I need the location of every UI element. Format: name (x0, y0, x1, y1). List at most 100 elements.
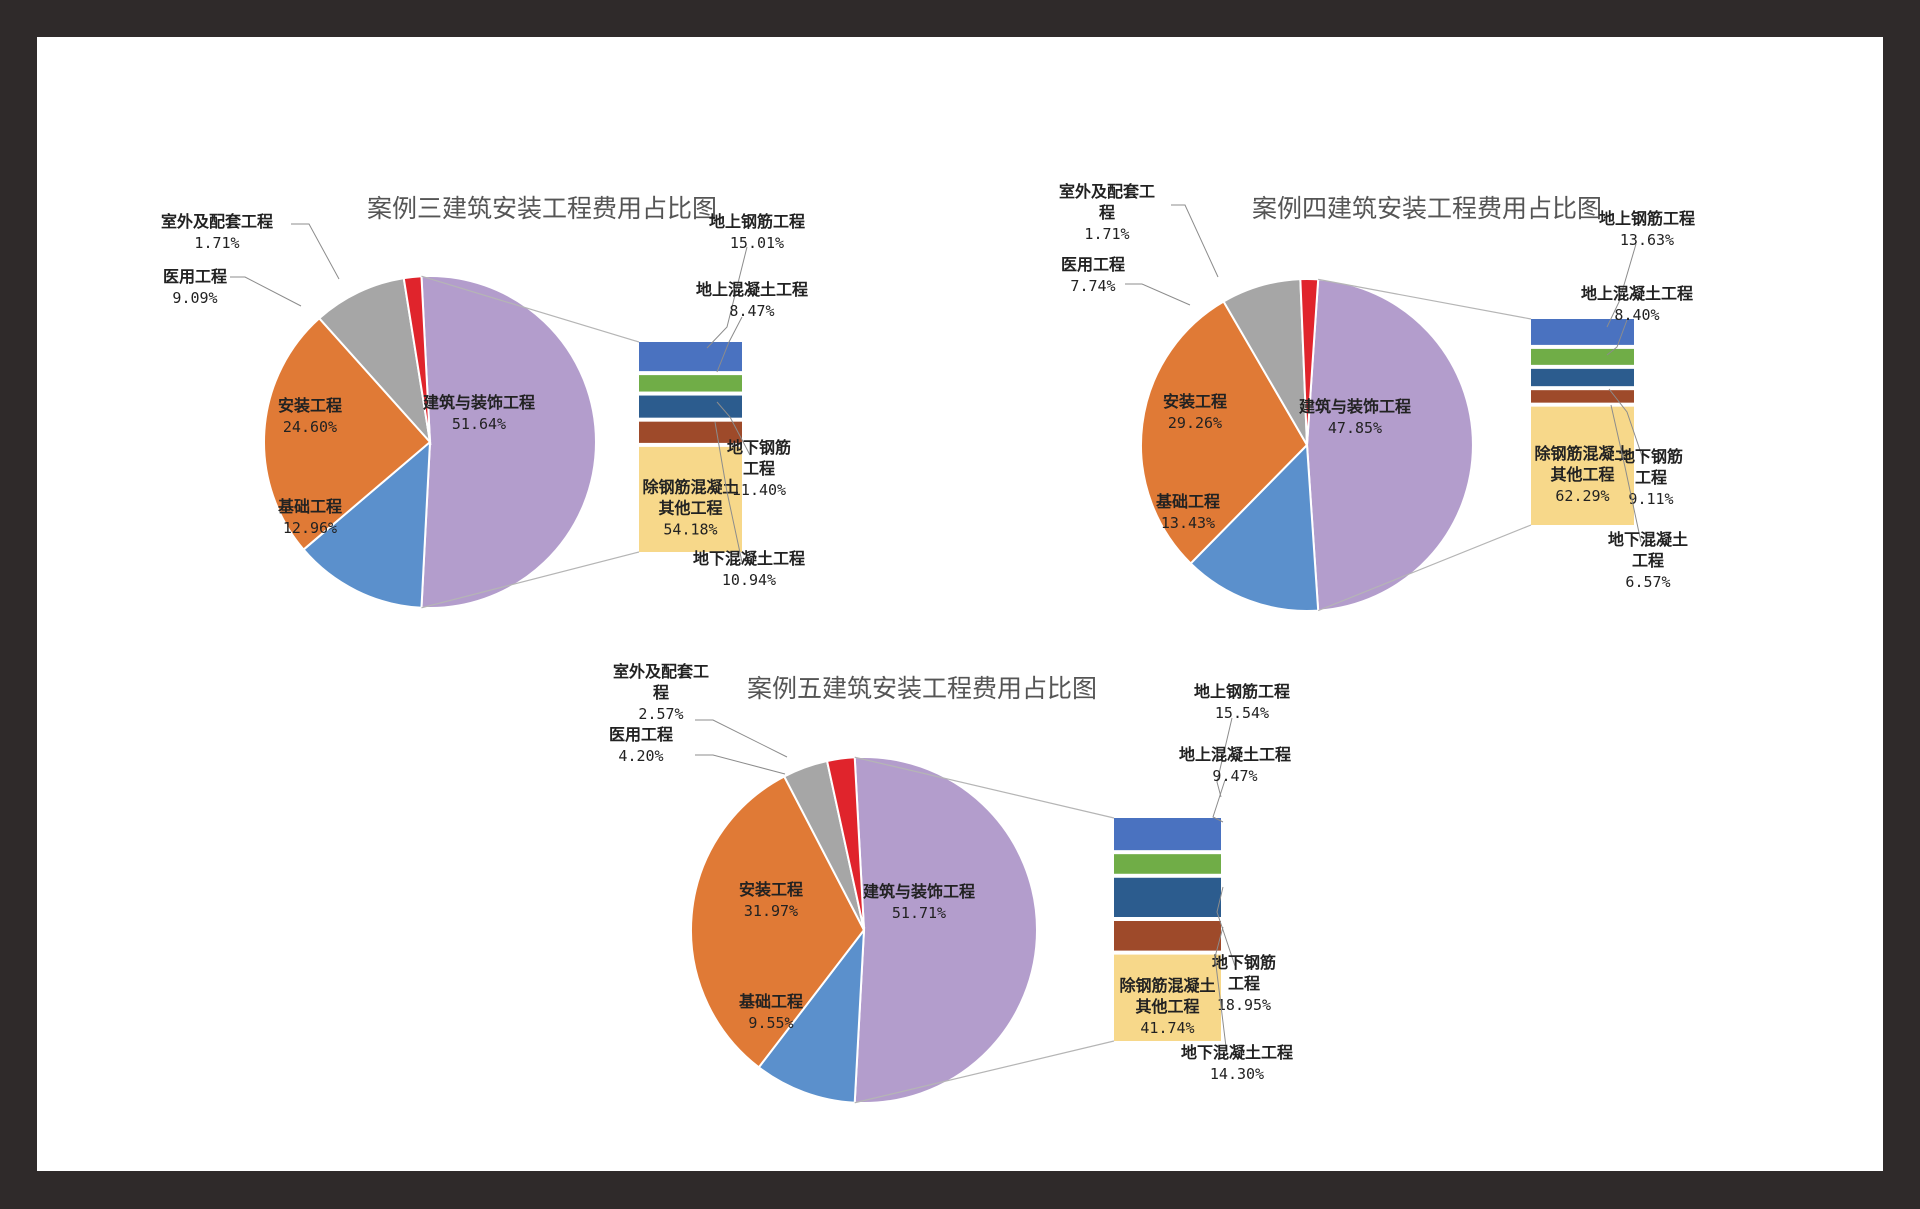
pie-label-name: 医用工程 (163, 267, 227, 286)
bar-label-name: 其他工程 (1135, 997, 1199, 1016)
bar-segment (639, 446, 742, 552)
pie-label-name: 程 (1099, 203, 1115, 222)
leader-line (1214, 926, 1228, 1056)
bar-label-name: 地下钢筋 (727, 438, 791, 457)
bar-segment (1114, 818, 1221, 851)
chart-title: 案例四建筑安装工程费用占比图 (1252, 194, 1602, 223)
pie-label-name: 安装工程 (278, 396, 342, 415)
bar-label-value: 54.18% (663, 520, 717, 538)
leader-line (695, 719, 788, 758)
pie-label-value: 4.20% (618, 747, 663, 765)
bar-label-value: 9.11% (1628, 490, 1673, 508)
pie-label-name: 安装工程 (1163, 392, 1227, 411)
bar-segment (1531, 406, 1634, 525)
leader-line (1610, 404, 1642, 543)
pie-label-value: 51.64% (452, 415, 506, 433)
pie-label-name: 建筑与装饰工程 (1299, 397, 1411, 416)
bar-label-value: 8.40% (1614, 306, 1659, 324)
pie-label-name: 医用工程 (609, 725, 673, 744)
pie-label-value: 47.85% (1328, 419, 1382, 437)
pie-slice (302, 439, 432, 609)
pie-label-name: 医用工程 (1061, 255, 1125, 274)
bar-segment (1114, 854, 1221, 874)
leader-line (230, 276, 302, 307)
bar-label-name: 地下混凝土工程 (1181, 1043, 1293, 1062)
bar-label-value: 18.95% (1217, 996, 1271, 1014)
chart-title: 案例五建筑安装工程费用占比图 (747, 674, 1097, 703)
bar-label-name: 地上钢筋工程 (709, 212, 805, 231)
pie-slice (825, 756, 865, 931)
bar-segment (1531, 348, 1634, 365)
bar-segment (1531, 319, 1634, 345)
bar-label-name: 其他工程 (1550, 465, 1614, 484)
pie-label-value: 9.55% (748, 1014, 793, 1032)
pie-slice (263, 316, 432, 551)
bar-segment (639, 375, 742, 392)
charts-svg: 案例三建筑安装工程费用占比图除钢筋混凝土其他工程54.18%地上钢筋工程15.0… (161, 182, 1695, 1104)
bar-label-name: 其他工程 (658, 498, 722, 517)
bar-label-value: 13.63% (1620, 231, 1674, 249)
pie-label-value: 51.71% (892, 904, 946, 922)
leader-line (1171, 204, 1219, 278)
leader-line (1212, 779, 1226, 823)
connector-line (854, 1040, 1115, 1104)
pie-slice (420, 275, 597, 609)
pie-slice (317, 276, 432, 446)
pie-label-value: 9.09% (172, 289, 217, 307)
pie-label-value: 12.96% (283, 519, 337, 537)
pie-label-name: 基础工程 (738, 992, 803, 1011)
leader-line (1608, 388, 1644, 460)
bar-label-value: 11.40% (732, 481, 786, 499)
bar-label-value: 9.47% (1212, 767, 1257, 785)
pie-slice (1299, 278, 1320, 446)
leader-line (1606, 319, 1628, 356)
pie-label-name: 程 (653, 683, 669, 702)
pie-slice (1140, 300, 1309, 565)
leader-line (695, 754, 786, 775)
bar-label-name: 地上钢筋工程 (1599, 209, 1695, 228)
bar-segment (1531, 390, 1634, 403)
bar-label-value: 10.94% (722, 571, 776, 589)
bar-label-value: 15.54% (1215, 704, 1269, 722)
bar-label-value: 62.29% (1555, 487, 1609, 505)
bar-label-name: 地上混凝土工程 (1179, 745, 1291, 764)
pie-label-value: 1.71% (1084, 225, 1129, 243)
bar-label-value: 14.30% (1210, 1065, 1264, 1083)
pie-slice (1189, 442, 1320, 612)
pie-slice (690, 775, 866, 1069)
connector-line (854, 756, 1115, 819)
bar-segment (1114, 954, 1221, 1041)
bar-label-name: 地下钢筋 (1619, 447, 1683, 466)
bar-segment (639, 342, 742, 372)
bar-label-name: 工程 (1228, 974, 1260, 993)
bar-label-name: 除钢筋混凝土 (1119, 976, 1215, 995)
connector-line (421, 551, 640, 609)
pie-label-name: 基础工程 (1155, 492, 1220, 511)
bar-label-name: 除钢筋混凝土 (642, 477, 738, 496)
pie-label-name: 安装工程 (739, 880, 803, 899)
pie-label-value: 24.60% (283, 418, 337, 436)
leader-line (1216, 886, 1236, 967)
pie-label-name: 室外及配套工 (613, 662, 709, 681)
bar-label-value: 6.57% (1625, 573, 1670, 591)
pie-slice (402, 275, 431, 443)
bar-label-name: 除钢筋混凝土 (1534, 444, 1630, 463)
bar-label-name: 地下钢筋 (1212, 953, 1276, 972)
bar-label-name: 地下混凝土 (1608, 530, 1688, 549)
leader-line (706, 246, 748, 349)
bar-label-name: 地上混凝土工程 (1581, 284, 1693, 303)
bar-label-name: 地上钢筋工程 (1194, 682, 1290, 701)
connector-line (1317, 524, 1532, 612)
pie-label-name: 建筑与装饰工程 (423, 393, 535, 412)
bar-segment (639, 395, 742, 418)
pie-label-value: 1.71% (194, 234, 239, 252)
leader-line (291, 223, 340, 280)
leader-line (1125, 283, 1191, 306)
bar-label-name: 地上混凝土工程 (696, 280, 808, 299)
pie-label-name: 室外及配套工 (1059, 182, 1155, 201)
bar-label-name: 地下混凝土工程 (693, 549, 805, 568)
bar-segment (1114, 877, 1221, 917)
bar-label-name: 工程 (1635, 468, 1667, 487)
